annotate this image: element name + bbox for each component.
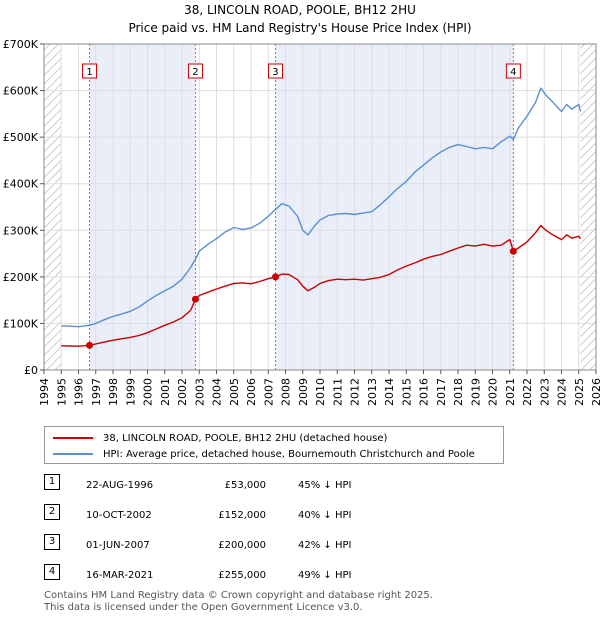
- y-tick-label: £200K: [3, 271, 39, 284]
- legend-swatch-property: [53, 437, 93, 439]
- footer-attribution: Contains HM Land Registry data © Crown c…: [44, 590, 433, 614]
- sale-row: 3 01-JUN-2007 £200,000 42% ↓ HPI: [44, 534, 564, 564]
- shaded-period: [89, 44, 196, 370]
- sale-marker-box: [82, 63, 98, 79]
- chart-legend: 38, LINCOLN ROAD, POOLE, BH12 2HU (detac…: [44, 426, 504, 464]
- sale-row: 2 10-OCT-2002 £152,000 40% ↓ HPI: [44, 504, 564, 534]
- x-tick-label: 2015: [400, 378, 413, 406]
- sale-marker-box: [505, 63, 521, 79]
- sale-number-badge: 3: [44, 534, 60, 550]
- x-tick-label: 2005: [228, 378, 241, 406]
- x-tick-label: 2011: [331, 378, 344, 406]
- sale-number-badge: 4: [44, 564, 60, 580]
- y-tick-label: £300K: [3, 224, 39, 237]
- y-tick-label: £0: [24, 364, 38, 377]
- sale-row: 4 16-MAR-2021 £255,000 49% ↓ HPI: [44, 564, 564, 594]
- sale-number-badge: 2: [44, 504, 60, 520]
- x-tick-label: 1998: [107, 378, 120, 406]
- x-tick-label: 2012: [349, 378, 362, 406]
- hpi-line: [61, 87, 582, 328]
- sale-marker-box: [187, 63, 203, 79]
- x-tick-label: 2026: [590, 378, 600, 406]
- legend-label-property: 38, LINCOLN ROAD, POOLE, BH12 2HU (detac…: [103, 432, 388, 444]
- x-tick-label: 2024: [556, 378, 569, 406]
- legend-label-hpi: HPI: Average price, detached house, Bour…: [103, 448, 475, 460]
- x-tick-label: 2010: [314, 378, 327, 406]
- legend-swatch-hpi: [53, 453, 93, 455]
- x-tick-label: 2002: [176, 378, 189, 406]
- x-tick-label: 2016: [418, 378, 431, 406]
- x-tick-label: 1997: [90, 378, 103, 406]
- x-tick-label: 2018: [452, 378, 465, 406]
- x-tick-label: 2001: [159, 378, 172, 406]
- sales-table: 1 22-AUG-1996 £53,000 45% ↓ HPI 2 10-OCT…: [44, 474, 564, 594]
- sale-hpi-diff: 49% ↓ HPI: [298, 570, 352, 581]
- sale-marker-label: 4: [510, 67, 516, 78]
- y-tick-label: £700K: [3, 38, 39, 51]
- sale-marker-label: 1: [86, 67, 92, 78]
- sale-price: £152,000: [218, 510, 266, 521]
- hatched-period: [44, 44, 62, 370]
- legend-item-property: 38, LINCOLN ROAD, POOLE, BH12 2HU (detac…: [53, 431, 387, 445]
- x-tick-label: 2021: [504, 378, 517, 406]
- x-tick-label: 2008: [280, 378, 293, 406]
- chart-title: 38, LINCOLN ROAD, POOLE, BH12 2HU: [184, 3, 416, 17]
- sale-date: 10-OCT-2002: [86, 510, 152, 521]
- sale-price: £200,000: [218, 540, 266, 551]
- x-tick-label: 2014: [383, 378, 396, 406]
- x-tick-label: 2003: [193, 378, 206, 406]
- sale-date: 22-AUG-1996: [86, 480, 154, 491]
- x-tick-label: 2020: [487, 378, 500, 406]
- hatched-period: [580, 44, 596, 370]
- x-tick-label: 1995: [55, 378, 68, 406]
- x-tick-label: 1999: [124, 378, 137, 406]
- x-tick-label: 2023: [538, 378, 551, 406]
- sale-marker-box: [267, 63, 283, 79]
- sale-hpi-diff: 40% ↓ HPI: [298, 510, 352, 521]
- sale-point: [271, 273, 279, 281]
- sale-row: 1 22-AUG-1996 £53,000 45% ↓ HPI: [44, 474, 564, 504]
- sale-date: 16-MAR-2021: [86, 570, 154, 581]
- sale-hpi-diff: 42% ↓ HPI: [298, 540, 352, 551]
- x-tick-label: 2025: [573, 378, 586, 406]
- y-tick-label: £600K: [3, 85, 39, 98]
- price-chart: 38, LINCOLN ROAD, POOLE, BH12 2HU Price …: [3, 3, 600, 406]
- y-tick-label: £400K: [3, 178, 39, 191]
- footer-copyright: Contains HM Land Registry data © Crown c…: [44, 590, 433, 601]
- sale-hpi-diff: 45% ↓ HPI: [298, 480, 352, 491]
- legend-item-hpi: HPI: Average price, detached house, Bour…: [53, 447, 475, 461]
- x-tick-label: 2004: [211, 378, 224, 406]
- sale-price: £53,000: [224, 480, 266, 491]
- chart-subtitle: Price paid vs. HM Land Registry's House …: [128, 21, 471, 35]
- x-tick-label: 2007: [262, 378, 275, 406]
- x-tick-label: 2000: [142, 378, 155, 406]
- sale-number-badge: 1: [44, 474, 60, 490]
- x-tick-label: 2013: [366, 378, 379, 406]
- footer-licence: This data is licensed under the Open Gov…: [44, 602, 363, 613]
- sale-marker-label: 2: [192, 67, 198, 78]
- sale-date: 01-JUN-2007: [86, 540, 150, 551]
- sale-point: [86, 341, 94, 349]
- y-tick-label: £500K: [3, 131, 39, 144]
- x-tick-label: 1994: [38, 378, 51, 406]
- y-tick-label: £100K: [3, 317, 39, 330]
- x-tick-label: 2017: [435, 378, 448, 406]
- sale-point: [509, 247, 517, 255]
- sale-point: [191, 295, 199, 303]
- x-tick-label: 2006: [245, 378, 258, 406]
- x-tick-label: 1996: [73, 378, 86, 406]
- x-tick-label: 2019: [469, 378, 482, 406]
- x-tick-label: 2022: [521, 378, 534, 406]
- sale-price: £255,000: [218, 570, 266, 581]
- shaded-period: [275, 44, 514, 370]
- sale-marker-label: 3: [272, 67, 278, 78]
- x-tick-label: 2009: [297, 378, 310, 406]
